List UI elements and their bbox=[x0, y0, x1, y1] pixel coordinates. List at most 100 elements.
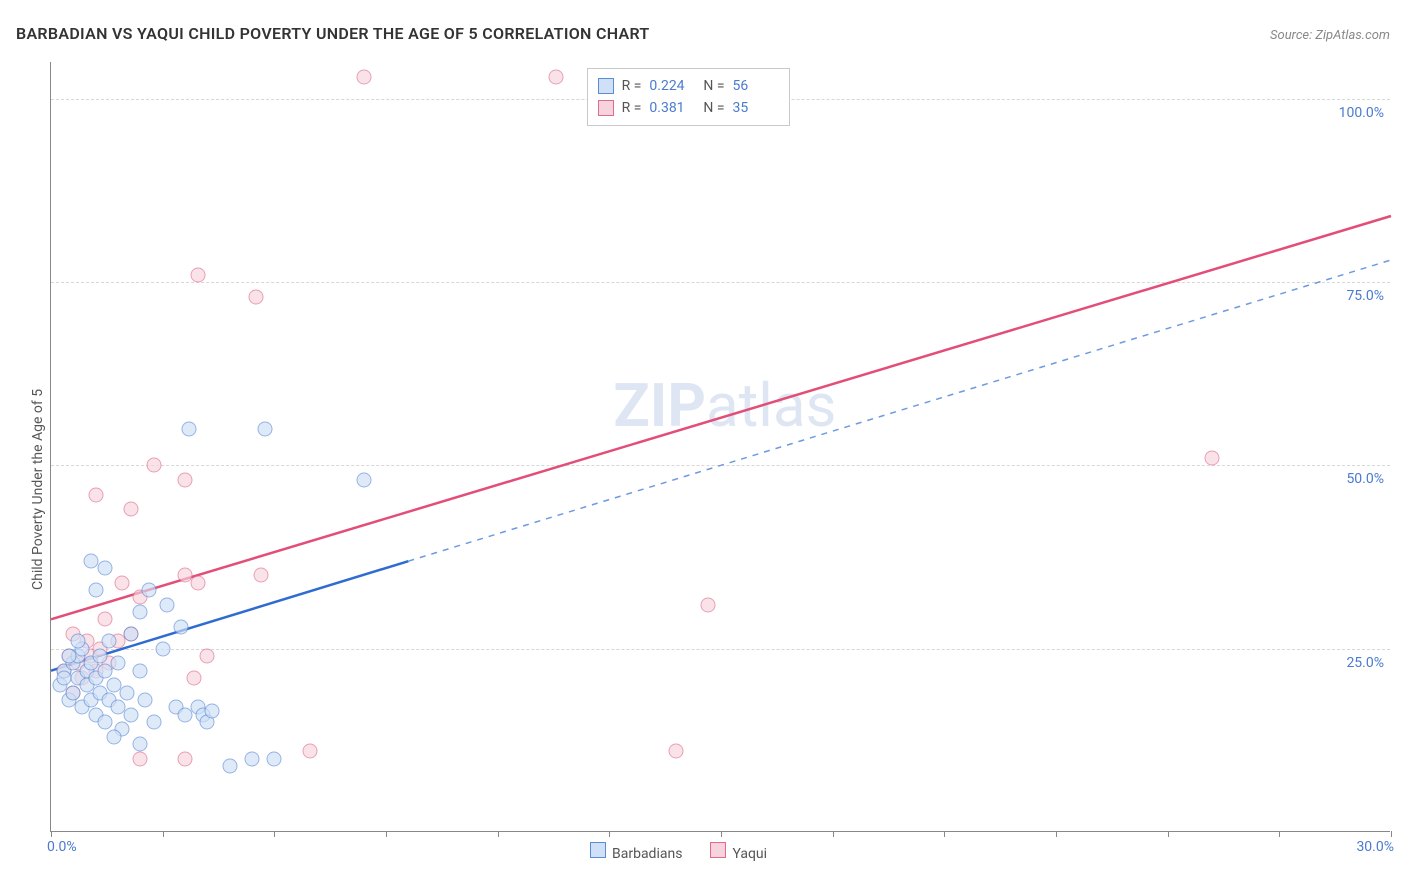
data-point bbox=[88, 487, 103, 502]
y-tick-label: 100.0% bbox=[1339, 105, 1384, 121]
chart-header: BARBADIAN VS YAQUI CHILD POVERTY UNDER T… bbox=[16, 24, 1390, 43]
x-tick bbox=[51, 831, 52, 837]
x-tick bbox=[386, 831, 387, 837]
data-point bbox=[124, 502, 139, 517]
data-point bbox=[191, 267, 206, 282]
data-point bbox=[102, 634, 117, 649]
data-point bbox=[548, 69, 563, 84]
data-point bbox=[133, 605, 148, 620]
stats-row: R = 0.381 N = 35 bbox=[598, 97, 779, 119]
trend-lines bbox=[51, 62, 1390, 831]
legend-item: Barbadians bbox=[590, 842, 682, 862]
legend-swatch bbox=[590, 842, 606, 858]
x-axis-max-label: 30.0% bbox=[1356, 839, 1394, 855]
x-tick bbox=[1391, 831, 1392, 837]
x-tick bbox=[274, 831, 275, 837]
data-point bbox=[178, 473, 193, 488]
data-point bbox=[61, 649, 76, 664]
data-point bbox=[160, 597, 175, 612]
stats-row: R = 0.224 N = 56 bbox=[598, 75, 779, 97]
legend-swatch bbox=[710, 842, 726, 858]
x-tick bbox=[833, 831, 834, 837]
data-point bbox=[700, 597, 715, 612]
data-point bbox=[57, 671, 72, 686]
data-point bbox=[253, 568, 268, 583]
data-point bbox=[119, 685, 134, 700]
data-point bbox=[111, 656, 126, 671]
bottom-legend: Barbadians Yaqui bbox=[590, 842, 767, 862]
stat-n-value: 56 bbox=[733, 75, 779, 97]
x-tick bbox=[721, 831, 722, 837]
plot-area: ZIPatlas 25.0% 50.0% 75.0% 100.0% R = 0.224 N… bbox=[50, 62, 1390, 832]
data-point bbox=[669, 744, 684, 759]
data-point bbox=[124, 627, 139, 642]
data-point bbox=[124, 707, 139, 722]
data-point bbox=[204, 704, 219, 719]
legend-swatch bbox=[598, 100, 614, 116]
y-tick-label: 75.0% bbox=[1346, 288, 1384, 304]
data-point bbox=[133, 663, 148, 678]
data-point bbox=[245, 751, 260, 766]
legend-swatch bbox=[598, 78, 614, 94]
watermark-rest: atlas bbox=[706, 370, 836, 441]
y-tick-label: 50.0% bbox=[1346, 471, 1384, 487]
data-point bbox=[115, 575, 130, 590]
stat-n-label: N = bbox=[703, 97, 724, 119]
data-point bbox=[133, 751, 148, 766]
stat-n-value: 35 bbox=[733, 97, 779, 119]
data-point bbox=[146, 715, 161, 730]
gridline bbox=[51, 282, 1390, 283]
data-point bbox=[155, 641, 170, 656]
data-point bbox=[70, 634, 85, 649]
data-point bbox=[97, 715, 112, 730]
data-point bbox=[97, 561, 112, 576]
stat-n-label: N = bbox=[703, 75, 724, 97]
data-point bbox=[1205, 451, 1220, 466]
chart-title: BARBADIAN VS YAQUI CHILD POVERTY UNDER T… bbox=[16, 24, 650, 43]
data-point bbox=[106, 729, 121, 744]
data-point bbox=[182, 421, 197, 436]
data-point bbox=[200, 649, 215, 664]
data-point bbox=[97, 612, 112, 627]
legend-label: Yaqui bbox=[732, 846, 767, 862]
data-point bbox=[356, 473, 371, 488]
data-point bbox=[303, 744, 318, 759]
data-point bbox=[258, 421, 273, 436]
legend-item: Yaqui bbox=[710, 842, 767, 862]
data-point bbox=[249, 289, 264, 304]
data-point bbox=[173, 619, 188, 634]
stat-r-label: R = bbox=[622, 97, 642, 119]
x-tick bbox=[498, 831, 499, 837]
stats-box: R = 0.224 N = 56 R = 0.381 N = 35 bbox=[587, 68, 790, 126]
x-tick bbox=[1056, 831, 1057, 837]
y-tick-label: 25.0% bbox=[1346, 655, 1384, 671]
data-point bbox=[142, 583, 157, 598]
stat-r-value: 0.224 bbox=[649, 75, 695, 97]
x-tick bbox=[163, 831, 164, 837]
x-axis-min-label: 0.0% bbox=[47, 839, 77, 855]
data-point bbox=[191, 575, 206, 590]
data-point bbox=[178, 751, 193, 766]
gridline bbox=[51, 465, 1390, 466]
watermark: ZIPatlas bbox=[613, 370, 836, 441]
y-axis-title: Child Poverty Under the Age of 5 bbox=[30, 389, 46, 590]
data-point bbox=[356, 69, 371, 84]
data-point bbox=[146, 458, 161, 473]
x-tick bbox=[1168, 831, 1169, 837]
data-point bbox=[133, 737, 148, 752]
stat-r-label: R = bbox=[622, 75, 642, 97]
watermark-bold: ZIP bbox=[613, 370, 706, 441]
x-tick bbox=[1279, 831, 1280, 837]
x-tick bbox=[944, 831, 945, 837]
gridline bbox=[51, 649, 1390, 650]
x-tick bbox=[609, 831, 610, 837]
data-point bbox=[186, 671, 201, 686]
data-point bbox=[267, 751, 282, 766]
chart-source: Source: ZipAtlas.com bbox=[1270, 28, 1390, 43]
stat-r-value: 0.381 bbox=[649, 97, 695, 119]
data-point bbox=[93, 649, 108, 664]
data-point bbox=[88, 583, 103, 598]
data-point bbox=[222, 759, 237, 774]
legend-label: Barbadians bbox=[612, 846, 682, 862]
data-point bbox=[137, 693, 152, 708]
